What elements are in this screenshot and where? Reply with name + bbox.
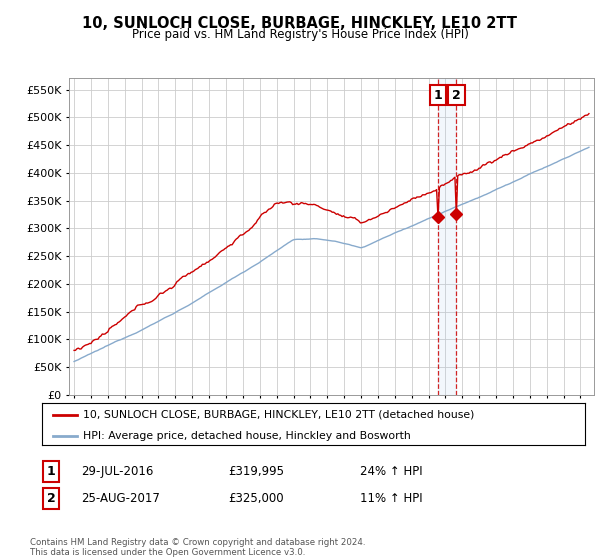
Text: 25-AUG-2017: 25-AUG-2017 [81, 492, 160, 505]
Text: 11% ↑ HPI: 11% ↑ HPI [360, 492, 422, 505]
Text: 10, SUNLOCH CLOSE, BURBAGE, HINCKLEY, LE10 2TT: 10, SUNLOCH CLOSE, BURBAGE, HINCKLEY, LE… [83, 16, 517, 31]
Text: HPI: Average price, detached house, Hinckley and Bosworth: HPI: Average price, detached house, Hinc… [83, 431, 410, 441]
Text: Price paid vs. HM Land Registry's House Price Index (HPI): Price paid vs. HM Land Registry's House … [131, 28, 469, 41]
Text: 24% ↑ HPI: 24% ↑ HPI [360, 465, 422, 478]
Text: 29-JUL-2016: 29-JUL-2016 [81, 465, 154, 478]
Text: 1: 1 [47, 465, 55, 478]
Text: 1: 1 [434, 88, 443, 101]
Text: 10, SUNLOCH CLOSE, BURBAGE, HINCKLEY, LE10 2TT (detached house): 10, SUNLOCH CLOSE, BURBAGE, HINCKLEY, LE… [83, 409, 474, 419]
Text: £325,000: £325,000 [228, 492, 284, 505]
Bar [438, 78, 457, 395]
Text: Contains HM Land Registry data © Crown copyright and database right 2024.
This d: Contains HM Land Registry data © Crown c… [30, 538, 365, 557]
Text: £319,995: £319,995 [228, 465, 284, 478]
Text: 2: 2 [452, 88, 461, 101]
Text: 2: 2 [47, 492, 55, 505]
